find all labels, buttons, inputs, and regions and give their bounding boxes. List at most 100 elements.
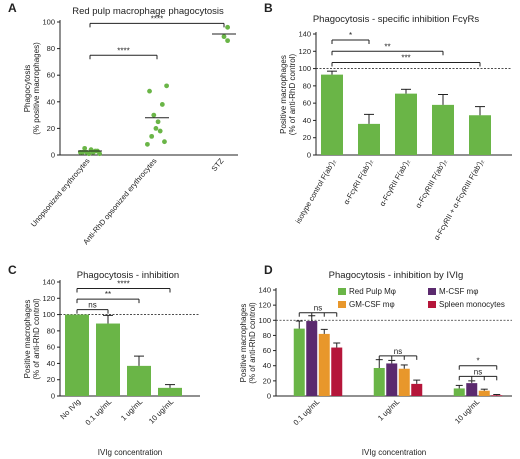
panel-a-data-point [82, 145, 88, 151]
panel-d-bar [478, 390, 490, 396]
panel-c-x-category: 0.1 ug/mL [83, 397, 113, 427]
panel-b-x-category: α-FcγRII F(ab')₂ [378, 157, 412, 207]
panel-b-bar [358, 123, 380, 155]
panel-a-data-point [151, 112, 157, 118]
panel-a-x-category: STZ [210, 156, 226, 173]
panel-d-legend-swatch [428, 301, 436, 308]
panel-b-sig-label: * [349, 31, 352, 40]
panel-d-title: Phagocytosis - inhibition by IVIg [329, 270, 464, 281]
panel-d-legend-label: Spleen monocytes [439, 300, 505, 309]
panel-a-title: Red pulp macrophage phagocytosis [72, 6, 224, 17]
panel-b-sig-label: *** [401, 54, 410, 63]
panel-b-ytick-label: 140 [298, 30, 311, 39]
panel-d-bar [293, 328, 305, 396]
panel-a-x-category: Anti-RhD opsonized erythrocytes [81, 156, 159, 246]
panel-c-sig-label: ns [88, 301, 96, 310]
panel-a-letter: A [8, 1, 17, 15]
panel-a-data-point [153, 125, 159, 131]
panel-a-y-axis-label: Phagocytosis(% positive macrophages) [23, 42, 41, 135]
panel-a-sig-label: **** [117, 46, 129, 55]
panel-d-bar [398, 368, 410, 396]
panel-a-data-point [157, 128, 163, 134]
panel-c-sig-label: **** [117, 280, 129, 289]
panel-d-ytick-label: 100 [258, 316, 271, 325]
panel-d-ytick-label: 60 [263, 346, 271, 355]
panel-c-ytick-label: 20 [47, 375, 55, 384]
panel-c-y-axis-label: Positive macrophages(% of anti-RhD contr… [23, 298, 41, 380]
panel-d-y-axis-label: Positive macrophages(% of anti-RhD contr… [239, 302, 257, 384]
panel-c-x-category: No IVIg [58, 397, 82, 421]
panel-a-ytick-label: 80 [47, 44, 55, 53]
panel-d-legend-label: GM-CSF mφ [349, 300, 395, 309]
panel-b-ytick-label: 20 [303, 133, 311, 142]
panel-a-data-point [155, 119, 161, 125]
panel-d-ytick-label: 80 [263, 331, 271, 340]
panel-a-data-point [149, 133, 155, 139]
panel-d-legend-swatch [338, 288, 346, 295]
panel-a-x-category: Unopsonized erythrocytes [29, 156, 92, 228]
panel-b-ytick-label: 40 [303, 116, 311, 125]
panel-b-x-category: isotype control F(ab')₂ [294, 157, 338, 225]
panel-a-data-point [162, 139, 167, 145]
panel-b-bar [395, 93, 417, 155]
panel-d-sig-label: ns [314, 304, 322, 313]
panel-d-sig-label: * [476, 357, 479, 366]
panel-a-data-point [225, 38, 231, 44]
panel-a-ytick-label: 100 [42, 18, 55, 27]
panel-d-ytick-label: 40 [263, 361, 271, 370]
panel-d-ytick-label: 140 [258, 286, 271, 295]
panel-a-ytick-label: 20 [47, 124, 55, 133]
panel-b-ytick-label: 80 [303, 81, 311, 90]
panel-c-bar [158, 387, 182, 396]
panel-c-letter: C [8, 263, 17, 277]
panel-c-ytick-label: 80 [47, 326, 55, 335]
panel-d-bar [386, 363, 398, 396]
panel-d-bar [491, 395, 503, 396]
panel-c-bar [127, 365, 151, 396]
panel-c-bar [65, 314, 89, 396]
panel-a-ytick-label: 60 [47, 71, 55, 80]
panel-c-title: Phagocytosis - inhibition [77, 270, 179, 281]
panel-a-data-point [147, 88, 152, 94]
panel-b-ytick-label: 100 [298, 64, 311, 73]
panel-d-ytick-label: 120 [258, 301, 271, 310]
panel-c-x-category: 10 ug/mL [147, 397, 175, 425]
panel-b-bar [469, 115, 491, 155]
panel-a-data-point [221, 34, 227, 40]
panel-d-legend-swatch [338, 301, 346, 308]
panel-b-ytick-label: 0 [307, 151, 311, 160]
panel-d-x-category: 0.1 ug/mL [291, 397, 321, 427]
panel-a-data-point [159, 102, 165, 107]
panel-d-legend-label: Red Pulp Mφ [349, 287, 396, 296]
panel-b-x-category: α-FcγRIII F(ab')₂ [413, 157, 448, 209]
panel-d-letter: D [264, 263, 273, 277]
panel-c-ytick-label: 0 [51, 392, 55, 401]
panel-b-letter: B [264, 1, 273, 15]
panel-c-ytick-label: 60 [47, 343, 55, 352]
panel-a-sig-label: **** [151, 14, 163, 23]
panel-d-bar [373, 367, 385, 396]
panel-d-bar [466, 383, 478, 396]
panel-a-data-point [225, 24, 231, 30]
panel-d-ytick-label: 20 [263, 376, 271, 385]
panel-d-bar [411, 383, 423, 396]
panel-c-bar [96, 323, 120, 396]
panel-b-bar [432, 104, 454, 155]
panel-c-x-category: 1 ug/mL [119, 397, 145, 423]
panel-a-data-point [164, 83, 170, 89]
panel-c-sig-label: ** [105, 290, 111, 299]
panel-a-data-point [86, 151, 92, 157]
panel-c-ytick-label: 100 [42, 310, 55, 319]
panel-d-sig-label: ns [474, 367, 482, 376]
panel-d-ytick-label: 0 [267, 392, 271, 401]
panel-b-y-axis-label: Positive macrophages(% of anti-RhD contr… [279, 53, 297, 135]
panel-d-sig-label: ns [394, 347, 402, 356]
panel-a-ytick-label: 40 [47, 97, 55, 106]
panel-b-sig-label: ** [384, 42, 390, 51]
panel-c-ytick-label: 120 [42, 294, 55, 303]
panel-d-legend-label: M-CSF mφ [439, 287, 478, 296]
panel-c-x-axis-label: IVIg concentration [98, 448, 162, 457]
panel-d-bar [306, 321, 318, 396]
panel-d-bar [331, 347, 343, 396]
